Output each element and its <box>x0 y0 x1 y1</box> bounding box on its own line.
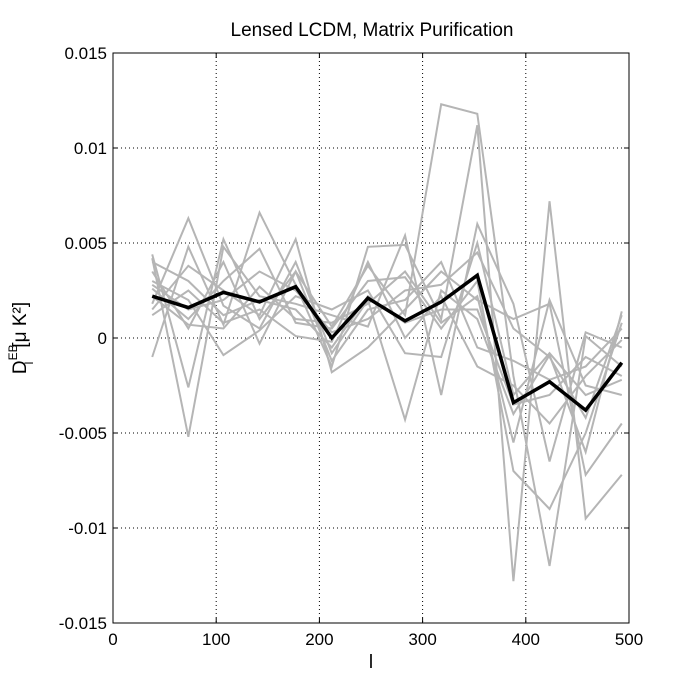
x-tick-label: 100 <box>202 630 230 649</box>
mean-line <box>151 272 624 413</box>
x-tick-label: 500 <box>615 630 643 649</box>
y-axis-label-sub: l <box>22 362 36 365</box>
realization-line-7 <box>151 239 623 398</box>
plot-area <box>113 53 629 623</box>
chart-title: Lensed LCDM, Matrix Purification <box>231 20 514 41</box>
realization-line-2 <box>151 125 623 582</box>
mean-line-layer <box>151 272 624 413</box>
x-tick-label: 200 <box>305 630 333 649</box>
realization-line-3 <box>151 220 623 462</box>
y-tick-label: -0.005 <box>59 424 107 443</box>
x-axis: 0 100 200 300 400 500 <box>108 53 643 649</box>
y-axis-label-main: D <box>10 360 31 374</box>
y-tick-label: -0.01 <box>68 519 107 538</box>
realization-line-1 <box>151 103 623 567</box>
realization-line-10 <box>151 259 623 426</box>
y-tick-label: 0.015 <box>64 44 107 63</box>
y-axis-label-unit: [μ K²] <box>10 302 31 348</box>
y-tick-label: 0.005 <box>64 234 107 253</box>
y-tick-label: 0 <box>98 329 107 348</box>
y-tick-label: 0.01 <box>74 139 107 158</box>
x-axis-label: l <box>369 652 373 673</box>
x-tick-label: 300 <box>408 630 436 649</box>
y-axis-label-sup: EB <box>6 344 20 360</box>
x-tick-label: 400 <box>512 630 540 649</box>
y-axis: -0.015 -0.01 -0.005 0 0.005 0.01 0.015 <box>59 44 629 633</box>
realization-line-4 <box>151 215 623 456</box>
y-axis-label: DEBl [μ K²] <box>6 302 36 374</box>
y-tick-label: -0.015 <box>59 614 107 633</box>
x-tick-label: 0 <box>108 630 117 649</box>
